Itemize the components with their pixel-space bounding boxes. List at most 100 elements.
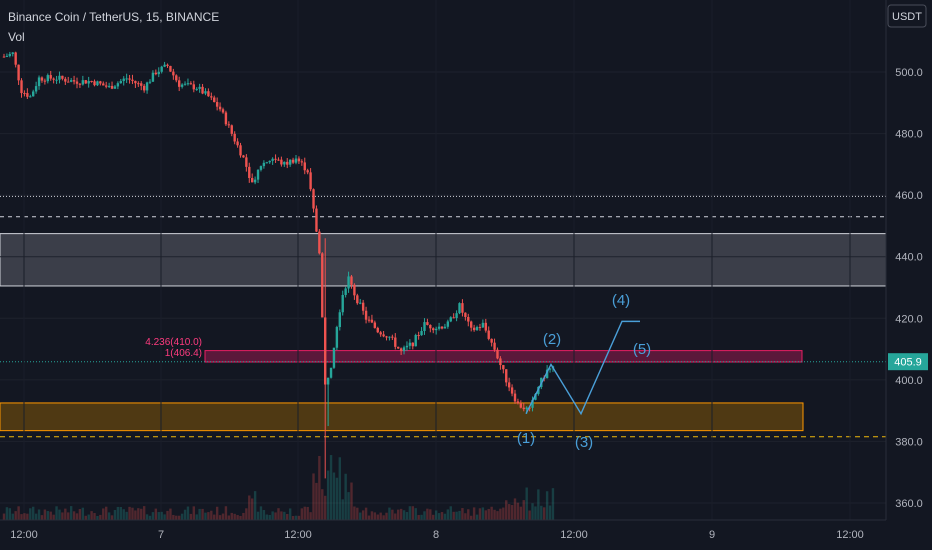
candle[interactable]: [329, 367, 333, 378]
candle[interactable]: [75, 81, 79, 84]
candle[interactable]: [248, 166, 251, 178]
candle[interactable]: [545, 369, 549, 379]
candle[interactable]: [309, 172, 312, 190]
candle[interactable]: [373, 322, 377, 328]
candle[interactable]: [338, 312, 341, 328]
candle[interactable]: [478, 327, 482, 329]
candle[interactable]: [370, 319, 374, 323]
candle[interactable]: [183, 83, 187, 85]
candle[interactable]: [531, 399, 534, 408]
candle[interactable]: [306, 170, 309, 173]
currency-badge[interactable]: [887, 4, 927, 28]
candle[interactable]: [151, 72, 155, 82]
candle[interactable]: [493, 342, 496, 350]
candle[interactable]: [475, 327, 479, 331]
candle[interactable]: [207, 91, 210, 97]
candle[interactable]: [262, 162, 266, 167]
candle[interactable]: [87, 80, 90, 84]
candle[interactable]: [461, 303, 464, 313]
candle[interactable]: [297, 158, 301, 162]
candle[interactable]: [300, 161, 304, 163]
candle[interactable]: [26, 93, 29, 97]
candle[interactable]: [449, 317, 452, 322]
candle[interactable]: [172, 71, 175, 76]
candle[interactable]: [487, 330, 490, 339]
candle[interactable]: [467, 316, 470, 322]
candle[interactable]: [432, 328, 435, 331]
candle[interactable]: [464, 312, 467, 317]
candle[interactable]: [131, 79, 134, 81]
candle[interactable]: [423, 322, 426, 332]
candle[interactable]: [417, 335, 420, 337]
candle[interactable]: [321, 253, 324, 318]
candle[interactable]: [253, 179, 257, 183]
candle[interactable]: [175, 75, 178, 81]
candle[interactable]: [315, 208, 318, 232]
candle[interactable]: [268, 160, 271, 163]
candle[interactable]: [367, 319, 371, 321]
candle[interactable]: [280, 159, 283, 165]
candle[interactable]: [291, 159, 295, 163]
candle[interactable]: [69, 80, 73, 82]
candle[interactable]: [84, 80, 87, 84]
candle[interactable]: [8, 53, 12, 56]
candle[interactable]: [484, 322, 487, 331]
candle[interactable]: [20, 80, 23, 94]
candle[interactable]: [391, 336, 394, 338]
candle[interactable]: [440, 326, 444, 329]
candle[interactable]: [105, 85, 108, 87]
candle[interactable]: [230, 125, 233, 134]
candle[interactable]: [34, 86, 38, 92]
candle[interactable]: [443, 326, 447, 329]
candle[interactable]: [23, 93, 26, 95]
candle[interactable]: [481, 322, 485, 328]
candle[interactable]: [189, 83, 193, 85]
candle[interactable]: [379, 332, 382, 335]
candle[interactable]: [414, 335, 417, 347]
candle[interactable]: [140, 83, 143, 86]
candle[interactable]: [160, 66, 163, 72]
candle[interactable]: [11, 52, 14, 54]
candle[interactable]: [353, 284, 356, 296]
candle[interactable]: [245, 157, 248, 167]
candle[interactable]: [122, 78, 125, 82]
candle[interactable]: [437, 326, 441, 329]
candle[interactable]: [40, 77, 44, 81]
candle[interactable]: [405, 345, 409, 348]
candle[interactable]: [385, 336, 388, 338]
candle[interactable]: [534, 394, 537, 400]
candle[interactable]: [210, 96, 213, 98]
candle[interactable]: [265, 162, 268, 164]
candle[interactable]: [294, 158, 298, 163]
fib-zone[interactable]: [204, 350, 803, 363]
candle[interactable]: [61, 75, 64, 79]
candle[interactable]: [356, 295, 359, 304]
candle[interactable]: [361, 302, 365, 311]
candle[interactable]: [154, 72, 158, 75]
candle[interactable]: [236, 141, 239, 146]
candle[interactable]: [242, 155, 245, 158]
candle[interactable]: [137, 83, 140, 85]
candle[interactable]: [227, 124, 231, 126]
candle[interactable]: [55, 79, 58, 81]
candle[interactable]: [446, 321, 450, 327]
candle[interactable]: [128, 78, 131, 80]
resistance-zone[interactable]: [0, 233, 887, 287]
candle[interactable]: [350, 276, 353, 285]
candle[interactable]: [198, 86, 201, 89]
candle[interactable]: [402, 347, 406, 352]
candle[interactable]: [397, 346, 400, 349]
candle[interactable]: [256, 169, 260, 180]
candle[interactable]: [364, 310, 368, 320]
candle[interactable]: [81, 80, 85, 85]
wave-path[interactable]: [525, 320, 640, 416]
candle[interactable]: [239, 145, 242, 156]
candle[interactable]: [93, 81, 96, 86]
candle[interactable]: [388, 336, 391, 338]
candle[interactable]: [507, 382, 511, 388]
candle[interactable]: [221, 109, 225, 113]
candle[interactable]: [43, 80, 47, 82]
candle[interactable]: [376, 327, 379, 333]
